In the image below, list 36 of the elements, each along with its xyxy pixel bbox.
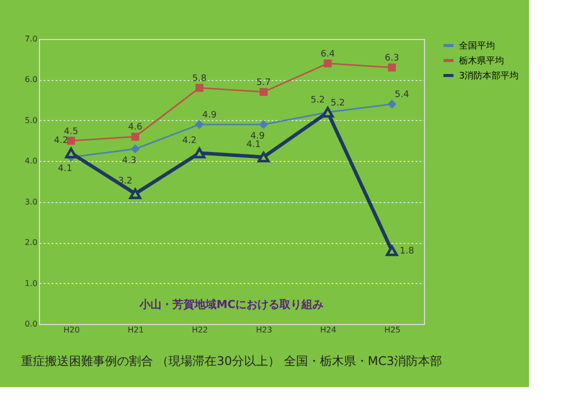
legend-label: 3消防本部平均 — [459, 70, 519, 82]
data-label: 5.4 — [394, 90, 410, 100]
data-label: 6.4 — [320, 49, 336, 60]
x-tick-label: H25 — [384, 326, 401, 334]
x-tick-label: H21 — [128, 326, 144, 334]
data-label: 4.1 — [246, 140, 261, 150]
legend-label: 全国平均 — [459, 40, 495, 52]
text: 重症搬送困難事例の割合 （現場滞在30分以上） 全国・栃木県・MC3消防本部 — [20, 354, 442, 368]
data-label: 3.2 — [118, 176, 132, 187]
legend-label: 栃木県平均 — [459, 56, 504, 66]
data-label: 4.6 — [128, 122, 143, 133]
y-tick-label: 6.0 — [24, 75, 38, 84]
y-tick-label: 2.0 — [24, 238, 38, 248]
y-tick-label: 7.0 — [24, 34, 38, 44]
annotation: 小山・芳賀地域MCにおける取り組み — [138, 298, 324, 311]
y-tick-label: 1.0 — [24, 278, 38, 288]
y-tick-label: 0.0 — [24, 320, 38, 328]
y-tick-label: 5.0 — [24, 116, 38, 125]
data-label: 1.8 — [400, 246, 414, 257]
data-label: 4.1 — [58, 164, 72, 174]
x-tick-label: H23 — [256, 326, 272, 334]
y-tick-label: 4.0 — [24, 156, 38, 166]
data-label: 5.2 — [330, 98, 345, 108]
data-label: 4.3 — [122, 156, 136, 166]
data-label: 4.9 — [202, 110, 217, 120]
data-label: 5.7 — [256, 78, 271, 88]
data-label: 6.3 — [384, 54, 400, 64]
y-tick-label: 3.0 — [24, 197, 38, 206]
x-tick-label: H20 — [63, 326, 80, 334]
x-tick-label: H24 — [320, 326, 336, 334]
data-label: 4.5 — [64, 126, 78, 137]
data-label: 5.8 — [192, 74, 207, 84]
data-label: 4.9 — [250, 132, 266, 142]
data-label: 5.2 — [310, 95, 325, 106]
data-label: 4.2 — [182, 136, 197, 146]
x-tick-label: H22 — [192, 326, 208, 334]
